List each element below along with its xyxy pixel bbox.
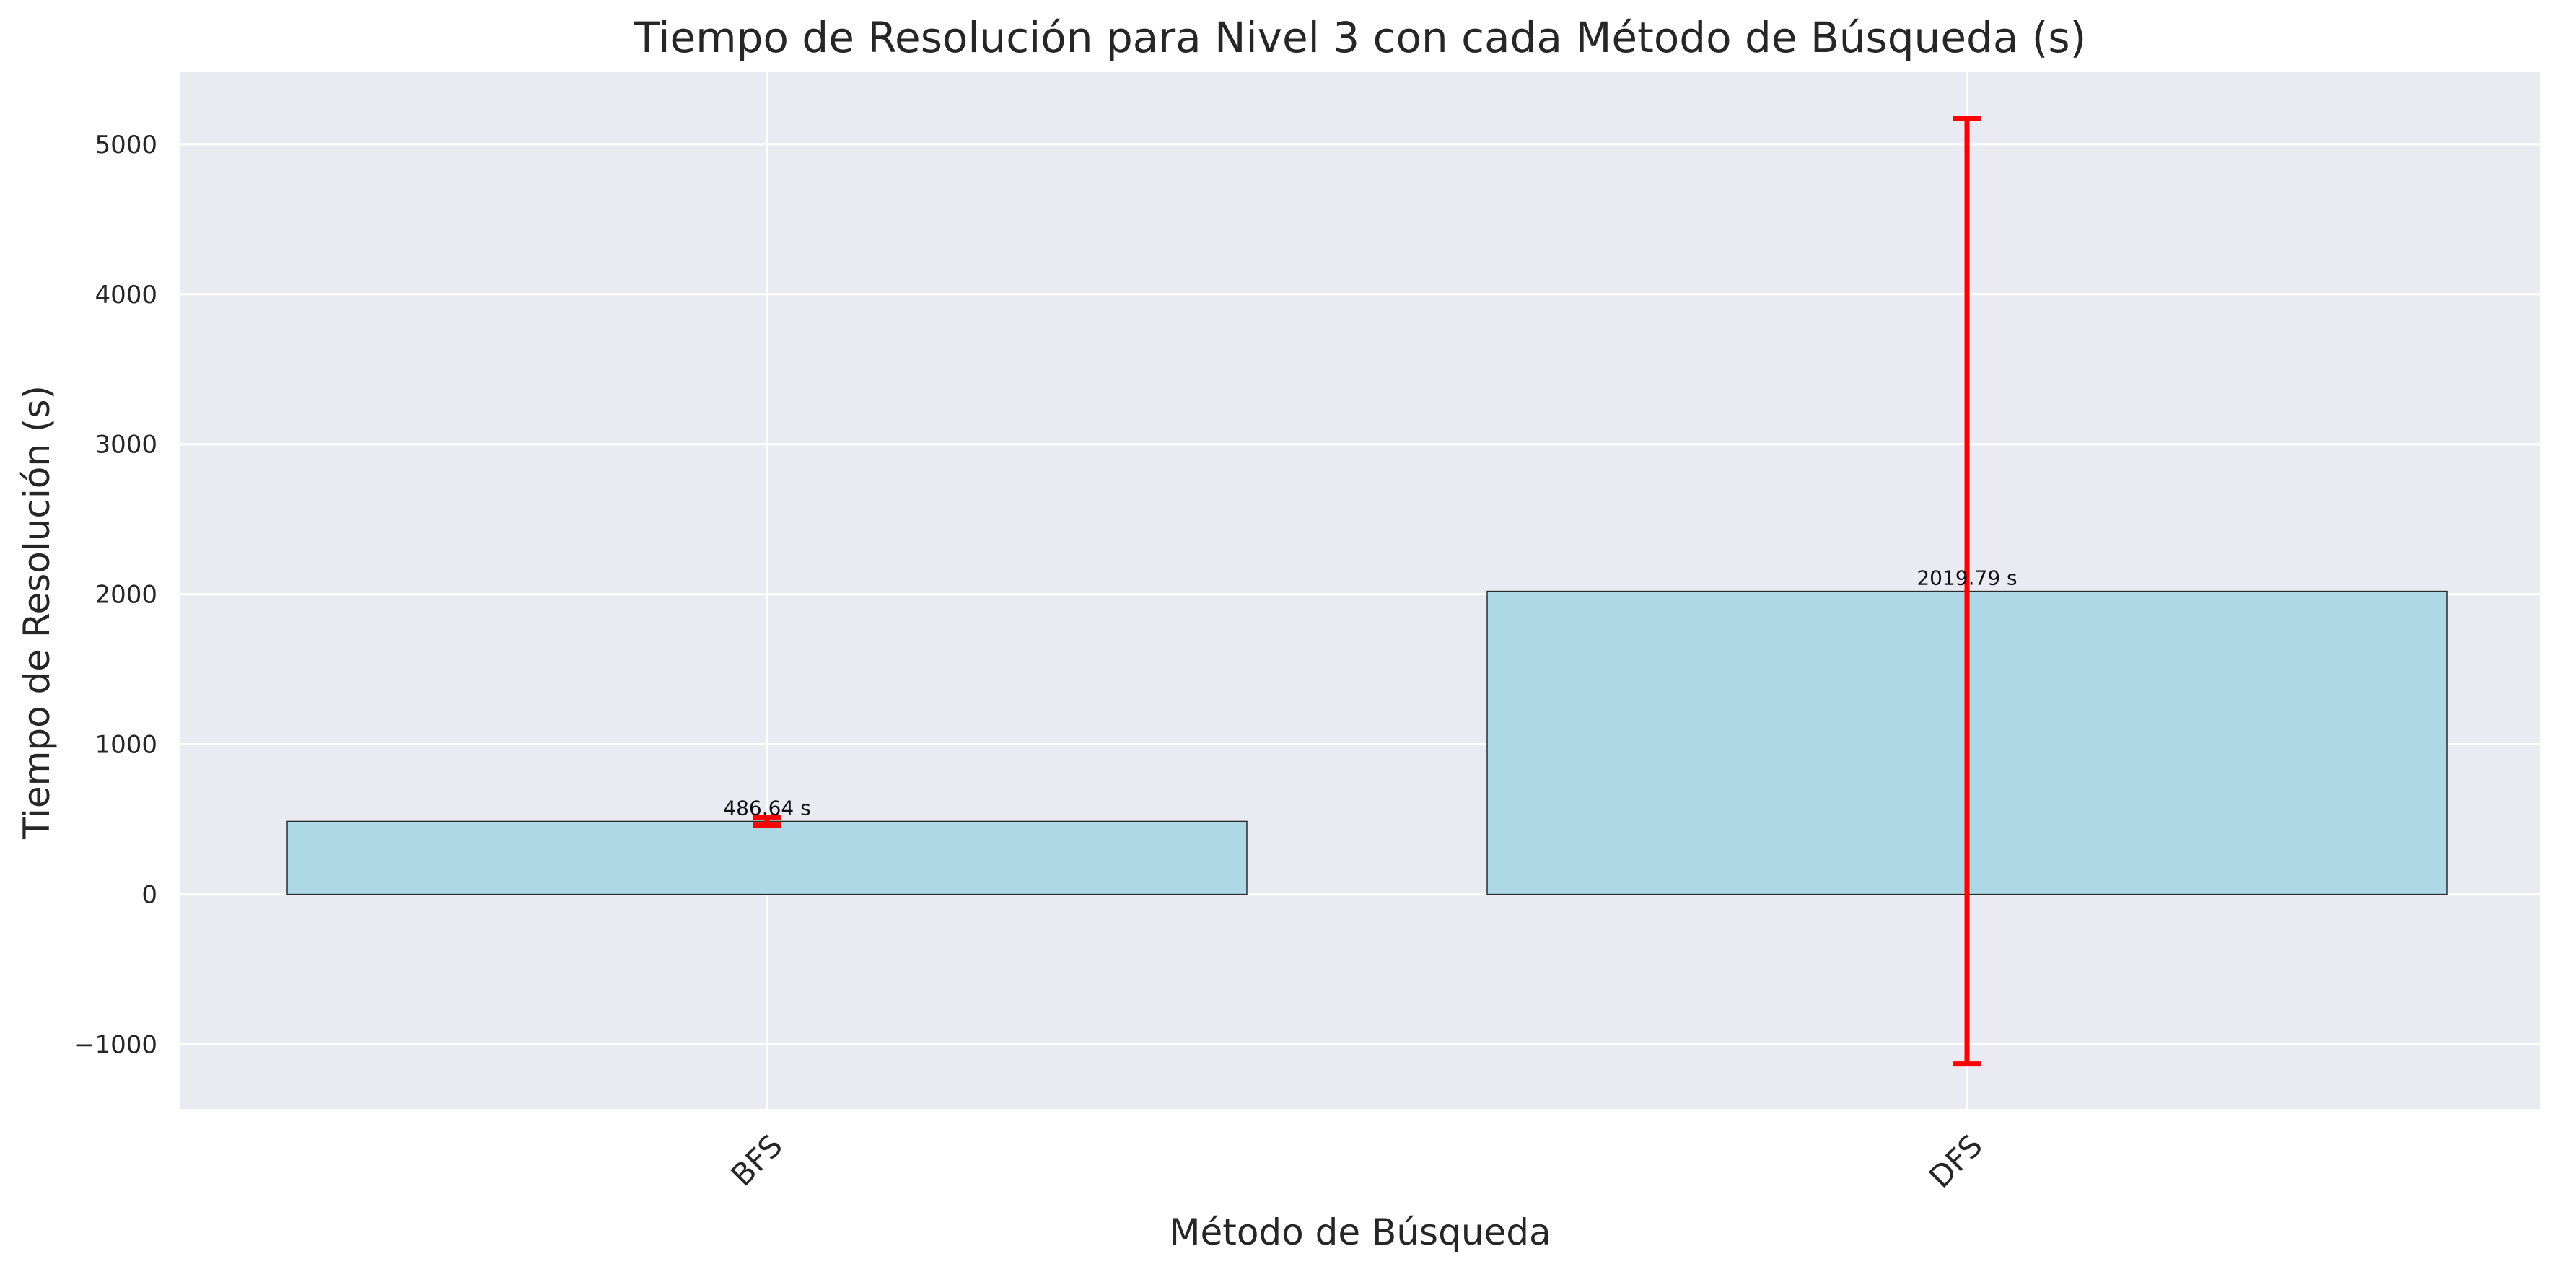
y-tick-label: 3000 — [95, 431, 157, 460]
bar-value-label: 2019.79 s — [1916, 566, 2017, 590]
chart-title: Tiempo de Resolución para Nivel 3 con ca… — [634, 13, 2087, 62]
error-bars — [753, 116, 1981, 1067]
y-axis-ticks: −1000 0 1000 2000 3000 4000 5000 — [74, 131, 157, 1060]
bar-bfs — [286, 820, 1248, 895]
bar-value-label: 486.64 s — [723, 796, 810, 820]
y-tick-label: 4000 — [95, 281, 157, 310]
error-bar-dfs — [1953, 116, 1981, 1067]
error-bar-bfs — [753, 815, 781, 828]
x-tick-label: BFS — [724, 1128, 789, 1193]
y-axis-title: Tiempo de Resolución (s) — [16, 385, 58, 840]
y-tick-label: 5000 — [95, 131, 157, 159]
y-tick-label: −1000 — [74, 1031, 157, 1060]
y-tick-label: 0 — [141, 881, 157, 910]
x-axis-ticks: BFS DFS — [724, 1128, 1989, 1195]
y-tick-label: 1000 — [95, 731, 157, 760]
y-tick-label: 2000 — [95, 581, 157, 610]
x-tick-label: DFS — [1922, 1128, 1989, 1195]
bar-value-labels: 486.64 s 2019.79 s — [723, 566, 2017, 820]
plot-area — [180, 72, 2540, 1109]
x-axis-title: Método de Búsqueda — [1169, 1211, 1551, 1253]
